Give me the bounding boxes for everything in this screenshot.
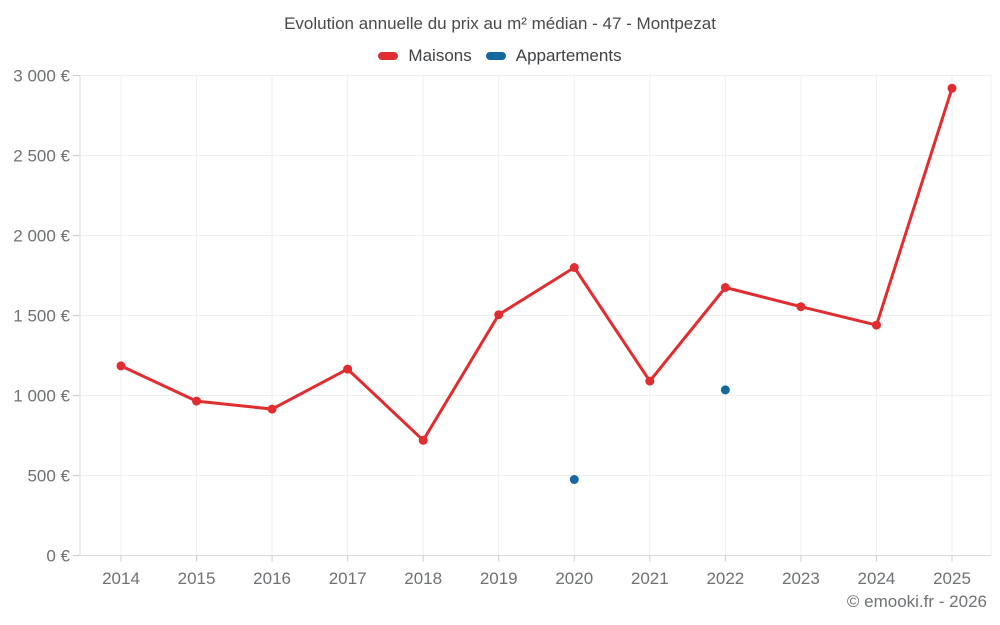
maisons-data-point[interactable] — [871, 320, 881, 330]
maisons-data-point[interactable] — [796, 302, 806, 312]
legend-item-appartements[interactable]: Appartements — [485, 46, 622, 66]
y-tick-label: 1 000 € — [13, 387, 70, 406]
maisons-data-point[interactable] — [116, 361, 126, 371]
y-tick-label: 2 000 € — [13, 227, 70, 246]
legend-item-maisons[interactable]: Maisons — [378, 46, 472, 66]
copyright-watermark: © emooki.fr - 2026 — [846, 592, 987, 611]
x-tick-label: 2019 — [480, 569, 518, 588]
x-tick-label: 2024 — [858, 569, 896, 588]
chart-title: Evolution annuelle du prix au m² médian … — [284, 14, 716, 33]
x-tick-label: 2017 — [329, 569, 367, 588]
maisons-line — [119, 86, 954, 442]
y-tick-label: 2 500 € — [13, 147, 70, 166]
maisons-data-point[interactable] — [645, 376, 655, 386]
maisons-data-point[interactable] — [267, 404, 277, 414]
x-tick-label: 2025 — [933, 569, 971, 588]
x-tick-label: 2023 — [782, 569, 820, 588]
chart-legend: Maisons Appartements — [0, 46, 1000, 66]
x-tick-label: 2018 — [404, 569, 442, 588]
legend-swatch-appartements — [485, 52, 506, 60]
y-tick-label: 1 500 € — [13, 307, 70, 326]
x-tick-label: 2016 — [253, 569, 291, 588]
maisons-data-point[interactable] — [494, 310, 504, 320]
y-tick-label: 500 € — [27, 467, 70, 486]
legend-label: Appartements — [515, 46, 622, 65]
legend-swatch-maisons — [378, 52, 399, 60]
x-tick-label: 2022 — [706, 569, 744, 588]
maisons-data-point[interactable] — [720, 283, 730, 292]
x-tick-label: 2020 — [555, 569, 593, 588]
maisons-data-point[interactable] — [947, 83, 957, 93]
appartements-data-point[interactable] — [569, 475, 579, 484]
x-tick-label: 2021 — [631, 569, 669, 588]
y-tick-label: 0 € — [46, 547, 70, 566]
x-tick-label: 2014 — [102, 569, 140, 588]
appartements-data-point[interactable] — [720, 385, 730, 395]
x-tick-label: 2015 — [178, 569, 216, 588]
legend-label: Maisons — [408, 46, 472, 65]
y-tick-label: 3 000 € — [13, 67, 70, 86]
maisons-data-point[interactable] — [418, 435, 428, 445]
maisons-data-point[interactable] — [192, 396, 202, 406]
maisons-data-point[interactable] — [569, 263, 579, 272]
maisons-data-point[interactable] — [343, 364, 353, 374]
